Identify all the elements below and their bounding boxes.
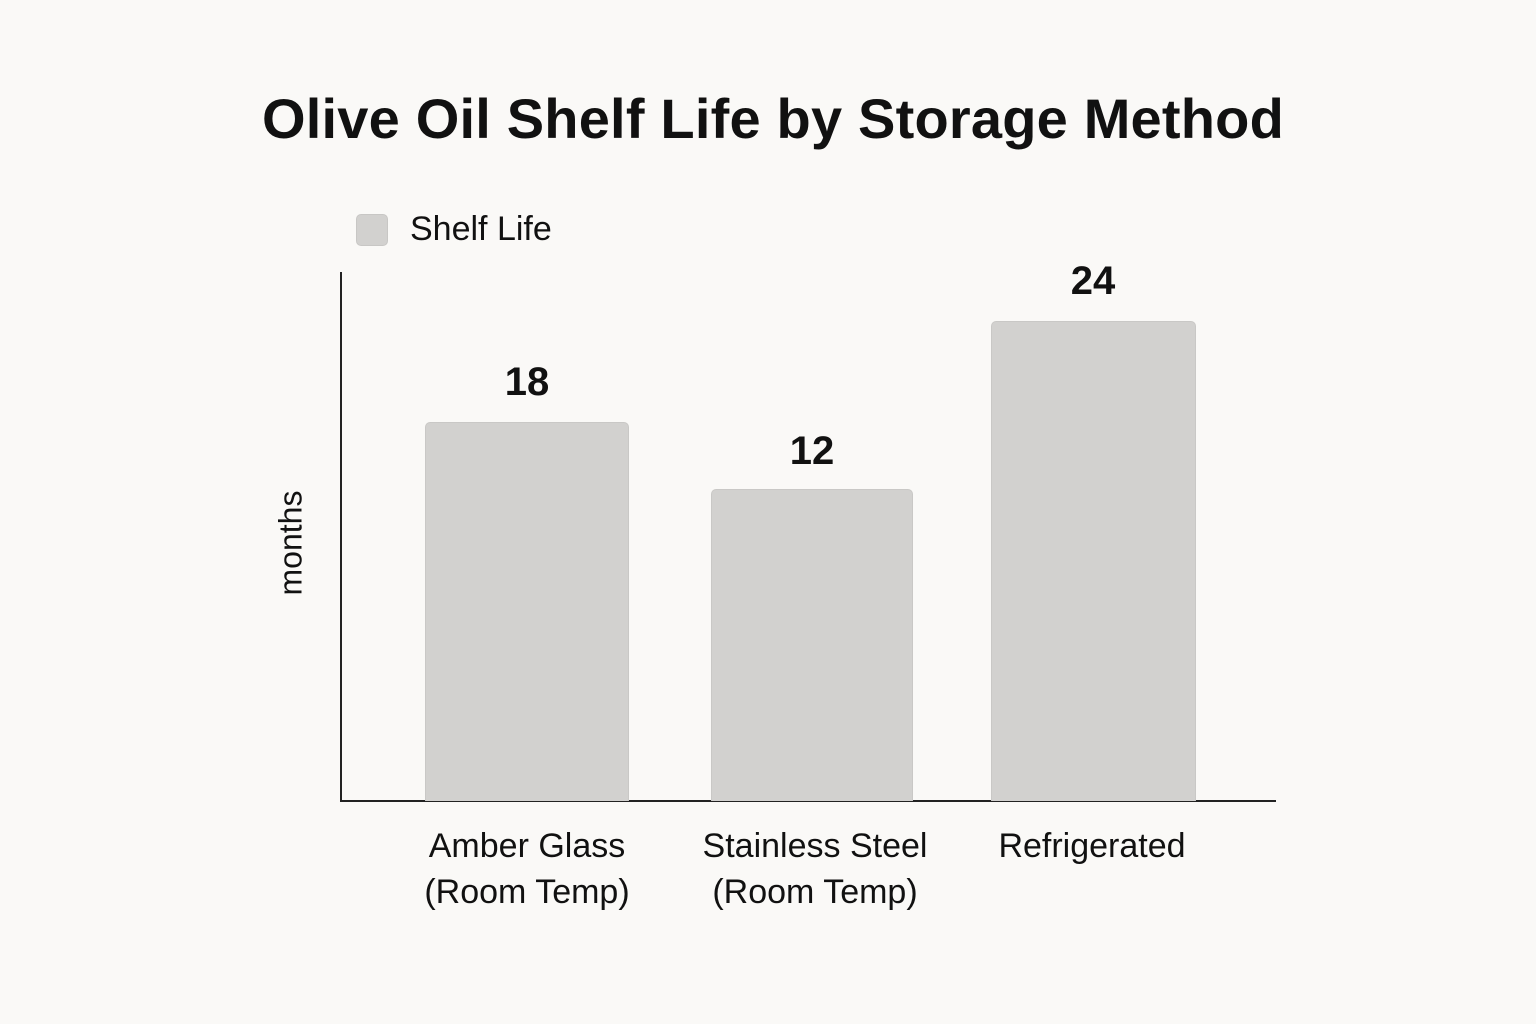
legend-swatch-icon (356, 213, 388, 246)
y-axis-line (340, 272, 342, 802)
bar-refrigerated (991, 321, 1196, 801)
chart-title: Olive Oil Shelf Life by Storage Method (262, 87, 1284, 150)
category-label-line1: Stainless Steel (702, 827, 928, 865)
bar-amber-glass (425, 422, 629, 801)
category-label: Amber Glass (Room Temp) (377, 823, 677, 915)
bar-value-label: 18 (504, 360, 550, 404)
bar-value-label: 24 (1070, 259, 1116, 303)
category-label: Stainless Steel (Room Temp) (665, 823, 965, 915)
bar-stainless-steel (711, 489, 913, 801)
category-label-line2: (Room Temp) (424, 873, 630, 911)
legend-label: Shelf Life (410, 210, 552, 248)
category-label-line1: Refrigerated (998, 827, 1186, 865)
category-label-line2: (Room Temp) (712, 873, 918, 911)
y-axis-label: months (272, 490, 309, 596)
legend: Shelf Life (356, 210, 552, 249)
bar-value-label: 12 (789, 429, 835, 473)
category-label: Refrigerated (942, 823, 1242, 869)
x-axis-line (340, 800, 1276, 802)
category-label-line1: Amber Glass (428, 827, 626, 865)
